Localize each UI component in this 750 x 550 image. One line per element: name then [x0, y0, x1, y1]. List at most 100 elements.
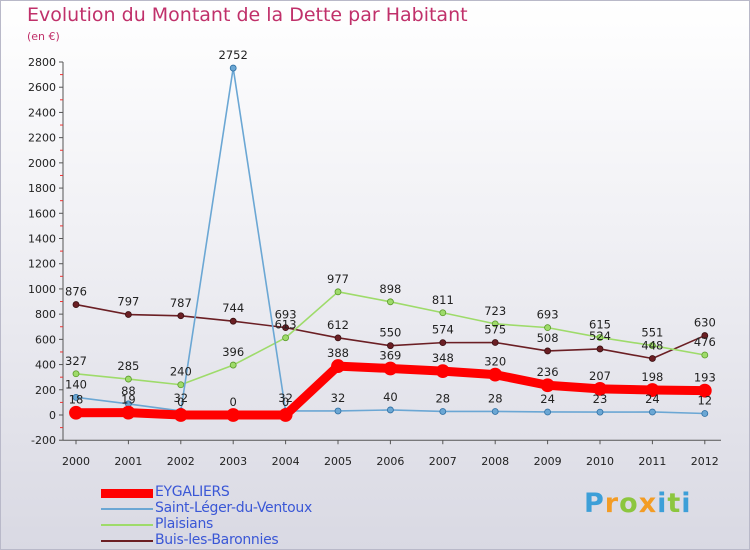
data-point	[386, 298, 394, 306]
data-point	[544, 347, 551, 355]
data-label: 613	[275, 318, 297, 332]
data-point	[278, 408, 293, 422]
data-label: 240	[170, 365, 192, 379]
data-point	[544, 408, 551, 416]
data-label: 12	[697, 393, 712, 407]
data-point	[177, 312, 185, 320]
data-point	[701, 410, 709, 417]
data-point	[229, 361, 237, 369]
data-label: 898	[379, 282, 401, 296]
y-tick-label: 400	[35, 359, 56, 372]
data-label: 285	[117, 359, 139, 373]
data-label: 0	[282, 395, 289, 409]
x-tick-label: 2012	[691, 455, 719, 468]
data-label: 320	[484, 355, 506, 369]
data-point	[229, 317, 237, 325]
data-label: 32	[331, 391, 346, 405]
data-label: 476	[694, 335, 716, 349]
chart-title: Evolution du Montant de la Dette par Hab…	[27, 4, 468, 26]
data-point	[701, 351, 709, 359]
data-point	[596, 345, 604, 353]
data-label: 140	[65, 377, 87, 391]
data-point	[383, 361, 398, 376]
data-point	[173, 408, 188, 422]
x-tick-label: 2011	[638, 455, 666, 468]
data-label: 0	[177, 395, 184, 409]
y-tick-label: 1200	[28, 258, 56, 271]
data-point	[439, 339, 447, 347]
data-point	[596, 408, 604, 416]
data-label: 40	[383, 390, 398, 404]
legend-label: Saint-Léger-du-Ventoux	[155, 500, 312, 516]
data-label: 207	[589, 369, 611, 383]
data-point	[69, 405, 83, 420]
data-point	[491, 320, 499, 328]
data-point	[125, 311, 132, 318]
x-tick-label: 2003	[219, 455, 247, 468]
y-tick-label: 0	[49, 409, 56, 422]
legend-label: Buis-les-Baronnies	[155, 532, 279, 548]
x-tick-label: 2004	[272, 455, 300, 468]
data-label: 811	[432, 293, 454, 307]
data-point	[649, 408, 656, 416]
data-label: 630	[694, 316, 716, 330]
data-point	[226, 408, 241, 422]
data-label: 797	[117, 295, 139, 309]
data-label: 2752	[219, 48, 248, 62]
data-point	[645, 383, 660, 397]
y-tick-label: 200	[35, 384, 56, 397]
y-tick-label: 2400	[28, 106, 56, 119]
data-label: 876	[65, 285, 87, 299]
data-label: 524	[589, 329, 611, 343]
legend-label: EYGALIERS	[155, 484, 230, 500]
data-point	[177, 381, 185, 389]
data-label: 977	[327, 272, 349, 286]
data-point	[121, 405, 136, 420]
data-point	[334, 288, 342, 296]
data-label: 396	[222, 345, 244, 359]
y-tick-label: 1600	[28, 207, 56, 220]
data-label: 28	[435, 391, 450, 405]
data-label: 693	[275, 308, 297, 322]
data-label: 327	[65, 354, 87, 368]
data-label: 0	[230, 395, 237, 409]
legend-swatch	[101, 488, 153, 498]
data-label: 787	[170, 296, 192, 310]
y-tick-label: -200	[31, 434, 56, 447]
x-tick-label: 2009	[534, 455, 562, 468]
data-point	[282, 334, 290, 342]
data-label: 348	[432, 351, 454, 365]
x-tick-label: 2007	[429, 455, 457, 468]
data-label: 615	[589, 317, 611, 331]
data-label: 574	[432, 323, 454, 337]
data-point	[544, 324, 551, 332]
x-tick-label: 2000	[62, 455, 90, 468]
legend-swatch	[101, 540, 153, 542]
data-label: 24	[645, 392, 660, 406]
data-point	[649, 355, 656, 362]
data-label: 388	[327, 346, 349, 360]
data-point	[229, 64, 237, 72]
x-tick-label: 2001	[114, 455, 142, 468]
x-tick-label: 2006	[376, 455, 404, 468]
y-tick-label: 600	[35, 333, 56, 346]
data-point	[593, 382, 607, 396]
data-label: 88	[121, 384, 136, 398]
y-tick-label: 800	[35, 308, 56, 321]
data-label: 575	[484, 323, 506, 337]
data-label: 18	[69, 393, 84, 407]
x-tick-label: 2005	[324, 455, 352, 468]
data-point	[491, 339, 499, 346]
data-point	[540, 378, 555, 393]
data-label: 369	[379, 348, 401, 362]
y-tick-label: 1800	[28, 182, 56, 195]
data-point	[435, 364, 450, 379]
data-point	[282, 324, 290, 332]
data-label: 28	[488, 391, 503, 405]
data-label: 24	[540, 392, 555, 406]
data-point	[334, 334, 342, 342]
y-tick-label: 1000	[28, 283, 56, 296]
data-point	[701, 332, 709, 339]
data-point	[72, 393, 80, 401]
